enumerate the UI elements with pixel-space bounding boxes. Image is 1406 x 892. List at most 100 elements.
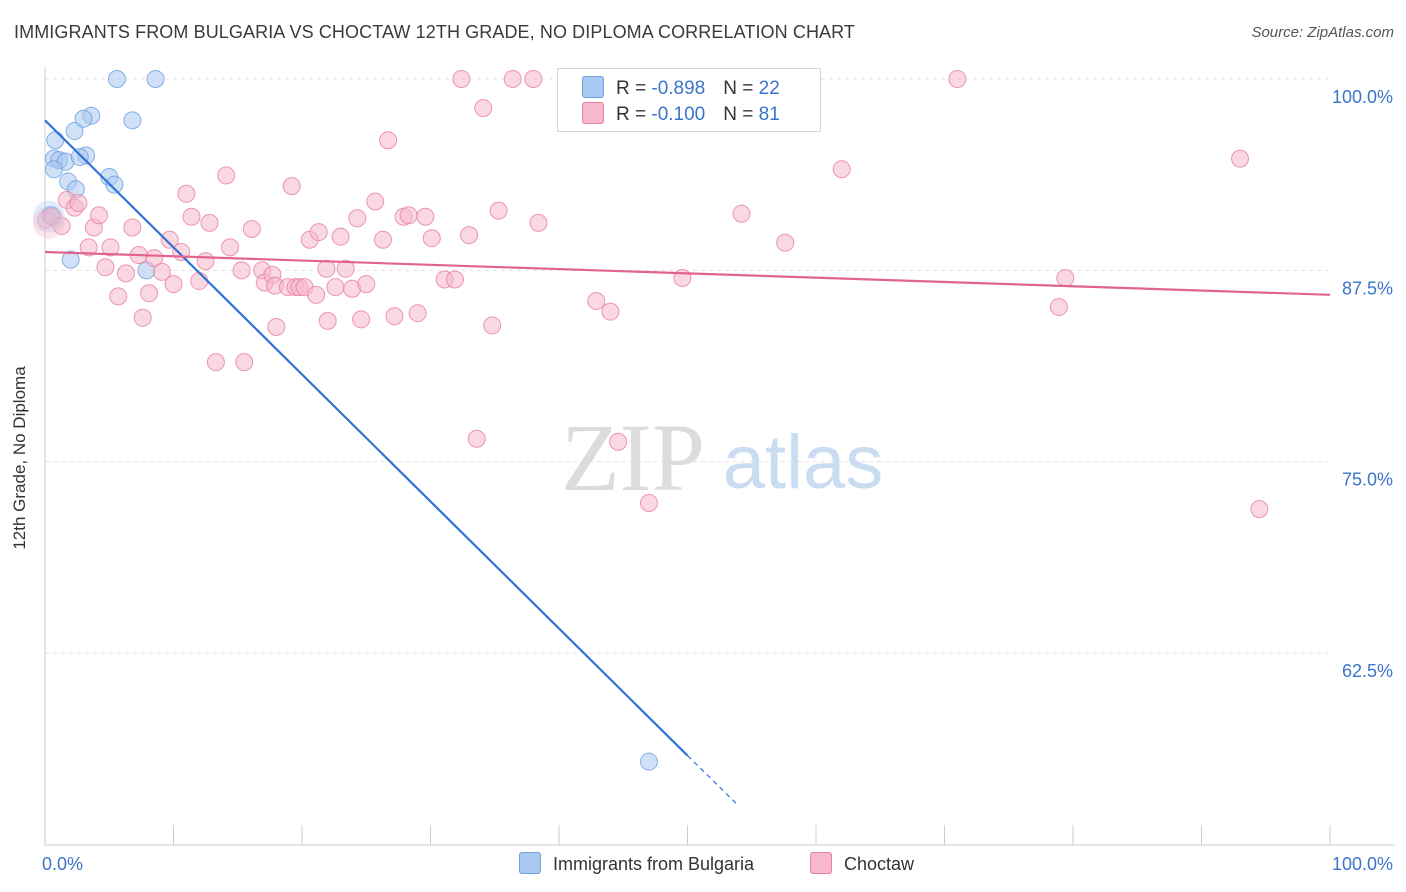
r-label: R = — [616, 78, 652, 99]
point-choctaw — [177, 184, 196, 203]
point-bulgaria — [46, 131, 65, 150]
data-points — [32, 70, 1269, 771]
n-value-bulgaria: 22 — [758, 78, 780, 99]
point-bulgaria — [44, 160, 63, 179]
point-choctaw — [140, 284, 159, 303]
point-choctaw — [416, 207, 435, 226]
point-choctaw — [282, 177, 301, 196]
point-bulgaria — [107, 70, 126, 88]
point-choctaw — [379, 131, 398, 150]
point-choctaw — [474, 99, 493, 118]
legend-row-choctaw: R = -0.100 N = 81 — [582, 102, 780, 126]
point-bulgaria — [70, 148, 89, 167]
point-choctaw — [318, 311, 337, 330]
r-label: R = — [616, 104, 652, 125]
chart-title: IMMIGRANTS FROM BULGARIA VS CHOCTAW 12TH… — [14, 22, 856, 42]
point-choctaw — [217, 166, 236, 185]
point-choctaw — [182, 207, 201, 226]
watermark-zip: ZIP — [561, 404, 705, 511]
point-choctaw — [242, 220, 261, 239]
point-choctaw — [232, 261, 251, 280]
legend-item-bulgaria: Immigrants from Bulgaria — [519, 852, 754, 875]
point-bulgaria — [65, 122, 84, 141]
point-choctaw — [89, 206, 108, 225]
point-choctaw — [1049, 298, 1068, 317]
point-choctaw — [221, 238, 240, 257]
tick-labels: 100.0% 87.5% 75.0% 62.5% 0.0% 100.0% — [42, 87, 1393, 874]
point-choctaw — [948, 70, 967, 88]
point-bulgaria — [105, 175, 124, 194]
n-label: N = — [723, 78, 759, 99]
point-choctaw — [467, 429, 486, 448]
point-choctaw — [109, 287, 128, 306]
point-choctaw — [309, 223, 328, 242]
point-choctaw — [326, 278, 345, 297]
x-tick-label: 100.0% — [1332, 854, 1393, 874]
point-choctaw — [52, 216, 71, 235]
trend-line-bulgaria-extension — [687, 755, 740, 807]
y-tick-label: 75.0% — [1342, 470, 1393, 490]
point-choctaw — [160, 230, 179, 249]
point-choctaw — [172, 242, 191, 261]
n-label: N = — [723, 104, 759, 125]
point-choctaw — [200, 213, 219, 232]
point-choctaw — [190, 272, 209, 291]
point-choctaw — [235, 353, 254, 372]
point-bulgaria — [61, 250, 80, 269]
point-choctaw — [399, 206, 418, 225]
r-value-bulgaria: -0.898 — [651, 78, 706, 99]
point-choctaw — [336, 259, 355, 278]
legend-item-choctaw: Choctaw — [810, 852, 914, 875]
y-tick-label: 62.5% — [1342, 661, 1393, 681]
y-axis-label: 12th Grade, No Diploma — [10, 366, 29, 550]
trend-line-choctaw — [44, 250, 1331, 296]
point-choctaw — [307, 285, 326, 304]
point-choctaw — [373, 230, 392, 249]
point-choctaw — [1056, 268, 1075, 287]
correlation-legend: R = -0.898 N = 22 R = -0.100 N = 81 — [557, 68, 821, 132]
r-value-choctaw: -0.100 — [651, 104, 706, 125]
point-choctaw — [776, 233, 795, 252]
point-choctaw — [489, 201, 508, 220]
point-bulgaria — [32, 200, 65, 233]
source-label: Source: ZipAtlas.com — [1251, 24, 1394, 41]
legend-label-bulgaria: Immigrants from Bulgaria — [553, 854, 755, 874]
axes — [44, 67, 1395, 846]
point-choctaw — [348, 209, 367, 228]
point-choctaw — [152, 262, 171, 281]
legend-swatch-bulgaria — [519, 852, 541, 874]
point-choctaw — [123, 218, 142, 237]
x-tick-label: 0.0% — [42, 854, 83, 874]
point-bulgaria — [639, 752, 658, 771]
point-choctaw — [601, 302, 620, 321]
point-choctaw — [1231, 149, 1250, 168]
y-tick-label: 87.5% — [1342, 278, 1393, 298]
point-choctaw — [96, 258, 115, 277]
point-choctaw — [524, 70, 543, 88]
watermark-atlas: atlas — [723, 420, 884, 505]
point-bulgaria — [123, 111, 142, 130]
trend-line-bulgaria — [44, 119, 689, 757]
point-choctaw — [732, 204, 751, 223]
point-choctaw — [503, 70, 522, 88]
point-choctaw — [1250, 500, 1269, 519]
point-choctaw — [452, 70, 471, 88]
point-choctaw — [460, 226, 479, 245]
point-choctaw — [587, 291, 606, 310]
point-choctaw — [145, 249, 164, 268]
point-choctaw — [609, 432, 628, 451]
legend-swatch-choctaw — [810, 852, 832, 874]
trend-lines — [44, 119, 1331, 807]
point-choctaw — [317, 259, 336, 278]
point-choctaw — [422, 229, 441, 248]
point-choctaw — [385, 307, 404, 326]
point-bulgaria — [74, 109, 93, 128]
watermark: ZIP atlas — [561, 404, 883, 511]
point-choctaw — [196, 252, 215, 271]
point-choctaw — [164, 275, 183, 294]
y-tick-label: 100.0% — [1332, 87, 1393, 107]
point-choctaw — [352, 310, 371, 329]
point-choctaw — [116, 264, 135, 283]
legend-row-bulgaria: R = -0.898 N = 22 — [582, 76, 780, 100]
